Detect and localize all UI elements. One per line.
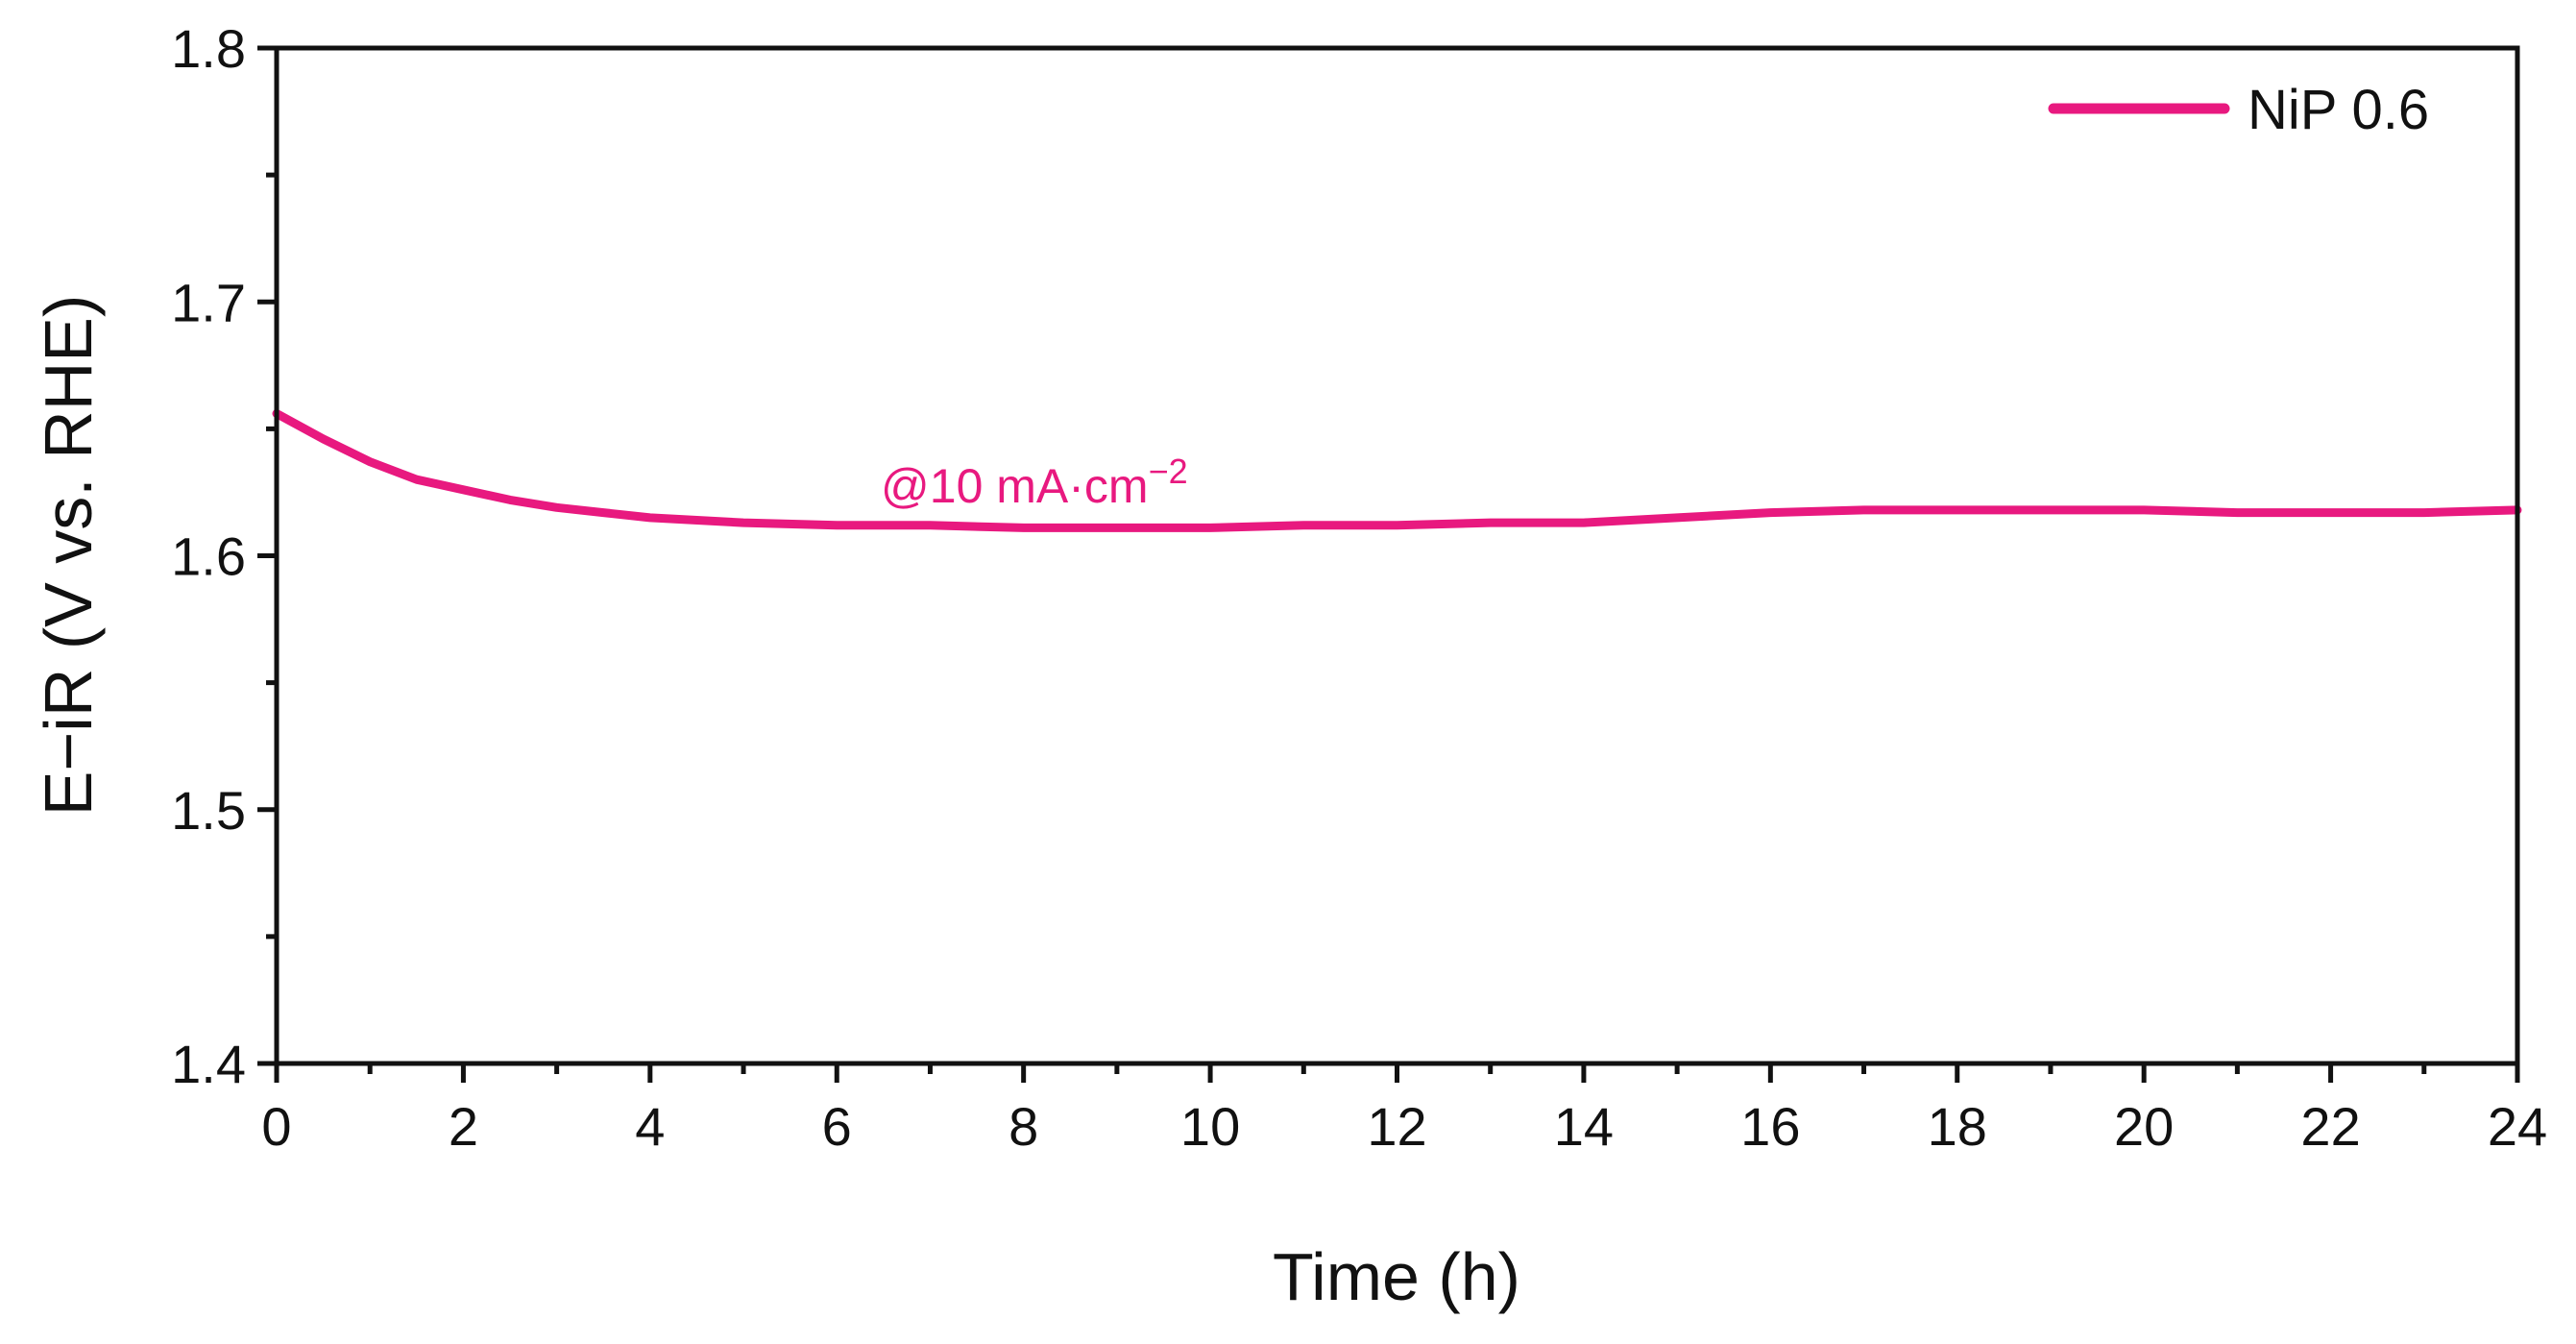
plot-frame [274,45,2520,1066]
x-tick-label: 2 [449,1096,478,1157]
y-tick-label: 1.6 [171,526,246,587]
x-tick-label: 22 [2300,1096,2360,1157]
x-tick-label: 4 [635,1096,665,1157]
x-axis-title: Time (h) [1273,1239,1520,1314]
x-tick-label: 18 [1928,1096,1987,1157]
x-tick-label: 14 [1554,1096,1614,1157]
x-tick-label: 20 [2114,1096,2174,1157]
x-tick-label: 24 [2488,1096,2547,1157]
y-axis-title: E−iR (V vs. RHE) [31,295,106,817]
y-tick-label: 1.8 [171,18,246,79]
current-density-annotation: @10 mA·cm−2 [881,452,1188,513]
annotation-text: @10 mA·cm [881,459,1149,513]
x-tick-label: 6 [822,1096,852,1157]
annotation-superscript: −2 [1149,452,1188,491]
series-line-nip-0-6 [272,409,2522,532]
legend-label-nip-0-6: NiP 0.6 [2248,79,2429,141]
x-tick-label: 0 [261,1096,291,1157]
legend: NiP 0.6 [2048,79,2429,141]
y-tick-label: 1.5 [171,780,246,841]
x-tick-label: 16 [1740,1096,1800,1157]
x-axis-ticks: 0 2 4 6 8 10 12 14 16 18 20 22 24 [261,1063,2547,1157]
y-tick-label: 1.4 [171,1034,246,1094]
x-tick-label: 12 [1367,1096,1426,1157]
x-tick-label: 8 [1009,1096,1038,1157]
y-axis-ticks: 1.4 1.5 1.6 1.7 1.8 [171,18,277,1094]
y-tick-label: 1.7 [171,272,246,332]
x-tick-label: 10 [1180,1096,1240,1157]
